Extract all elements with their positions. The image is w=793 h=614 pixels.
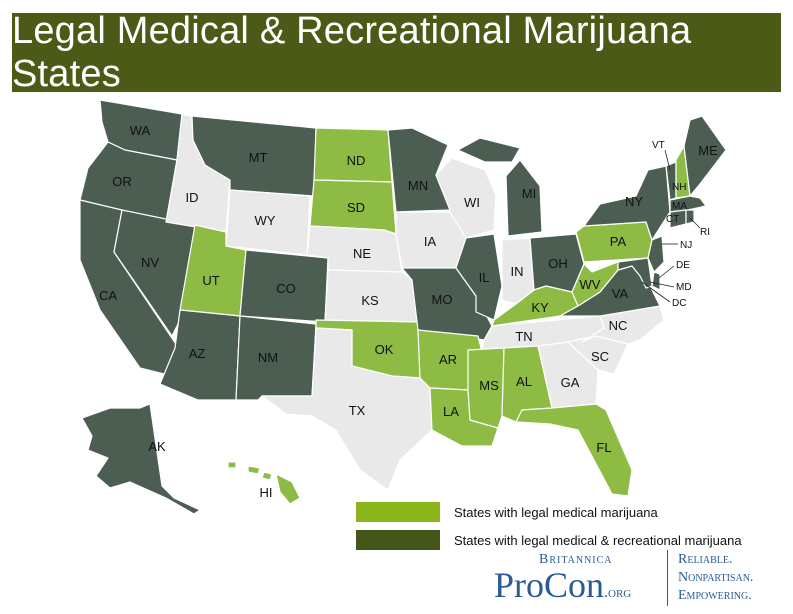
- label-VT: VT: [652, 140, 665, 151]
- label-MN: MN: [408, 178, 428, 193]
- label-WY: WY: [255, 213, 276, 228]
- label-IL: IL: [479, 270, 490, 285]
- label-NE: NE: [353, 246, 371, 261]
- procon-wordmark: ProCon.org: [494, 565, 632, 605]
- label-OH: OH: [548, 256, 568, 271]
- title-banner: Legal Medical & Recreational Marijuana S…: [12, 10, 781, 95]
- label-ID: ID: [186, 190, 199, 205]
- label-RI: RI: [700, 227, 710, 238]
- label-AL: AL: [516, 374, 532, 389]
- label-PA: PA: [610, 234, 627, 249]
- label-GA: GA: [561, 375, 580, 390]
- label-NV: NV: [141, 255, 159, 270]
- label-KS: KS: [361, 293, 379, 308]
- label-NC: NC: [609, 318, 628, 333]
- state-AK[interactable]: [81, 403, 201, 515]
- label-CT: CT: [666, 214, 679, 225]
- label-IN: IN: [511, 264, 524, 279]
- label-DC: DC: [672, 298, 686, 309]
- label-ME: ME: [698, 143, 718, 158]
- state-MD[interactable]: [617, 257, 653, 289]
- label-OK: OK: [375, 342, 394, 357]
- state-DE[interactable]: [651, 271, 661, 291]
- leader-VT: [664, 149, 671, 171]
- label-KY: KY: [531, 300, 549, 315]
- legend-label-medical: States with legal medical marijuana: [454, 504, 658, 520]
- label-OR: OR: [112, 174, 132, 189]
- state-labels: WA OR CA NV ID MT WY UT CO AZ NM ND SD N…: [99, 123, 718, 500]
- britannica-wordmark: Britannica: [539, 552, 613, 567]
- leader-DE: [658, 265, 675, 279]
- label-NH: NH: [672, 182, 686, 193]
- state-NJ[interactable]: [647, 235, 665, 273]
- label-TX: TX: [349, 403, 366, 418]
- label-SC: SC: [591, 349, 609, 364]
- label-WV: WV: [580, 277, 601, 292]
- label-CO: CO: [276, 281, 296, 296]
- tagline-empowering: Empowering.: [678, 588, 752, 603]
- legend-label-recreational: States with legal medical & recreational…: [454, 532, 742, 548]
- leader-RI: [689, 217, 701, 229]
- state-MI-UP[interactable]: [457, 137, 521, 163]
- label-NM: NM: [258, 350, 278, 365]
- label-ND: ND: [347, 153, 366, 168]
- label-NY: NY: [625, 194, 643, 209]
- label-MD: MD: [676, 282, 692, 293]
- legend-swatch-medical: [356, 502, 440, 522]
- state-HI[interactable]: [275, 473, 301, 505]
- legend-medical: States with legal medical marijuana: [356, 502, 658, 522]
- label-AK: AK: [148, 439, 166, 454]
- legend-swatch-recreational: [356, 530, 440, 550]
- state-IL[interactable]: [455, 233, 503, 321]
- label-SD: SD: [347, 200, 365, 215]
- state-WI[interactable]: [435, 157, 497, 239]
- tagline-reliable: Reliable.: [678, 552, 733, 567]
- state-HI-islands[interactable]: [227, 461, 273, 481]
- label-VA: VA: [612, 286, 629, 301]
- state-TX[interactable]: [261, 327, 433, 491]
- label-MO: MO: [432, 292, 453, 307]
- label-TN: TN: [515, 329, 532, 344]
- label-AR: AR: [439, 352, 457, 367]
- legend-recreational: States with legal medical & recreational…: [356, 530, 742, 550]
- label-DE: DE: [676, 260, 690, 271]
- label-MA: MA: [672, 201, 687, 212]
- state-MI[interactable]: [505, 159, 543, 237]
- label-IA: IA: [424, 234, 437, 249]
- label-MT: MT: [249, 150, 268, 165]
- label-WA: WA: [130, 123, 151, 138]
- label-CA: CA: [99, 288, 117, 303]
- label-MS: MS: [479, 378, 499, 393]
- label-LA: LA: [443, 404, 459, 419]
- brand-tagline: Reliable. Nonpartisan. Empowering.: [678, 551, 753, 605]
- state-RI[interactable]: [685, 209, 695, 225]
- label-WI: WI: [464, 195, 480, 210]
- leader-DC: [641, 281, 671, 303]
- label-UT: UT: [202, 273, 219, 288]
- brand-divider: [667, 550, 668, 606]
- leader-MD: [649, 281, 675, 288]
- state-NC[interactable]: [581, 305, 665, 345]
- label-AZ: AZ: [189, 346, 206, 361]
- state-FL[interactable]: [515, 403, 633, 497]
- label-MI: MI: [522, 186, 536, 201]
- label-FL: FL: [596, 440, 611, 455]
- procon-logo[interactable]: Britannica ProCon.org Reliable. Nonparti…: [492, 548, 782, 608]
- tagline-nonpartisan: Nonpartisan.: [678, 570, 754, 585]
- page-title: Legal Medical & Recreational Marijuana S…: [12, 9, 692, 95]
- label-HI: HI: [260, 485, 273, 500]
- label-NJ: NJ: [680, 240, 692, 251]
